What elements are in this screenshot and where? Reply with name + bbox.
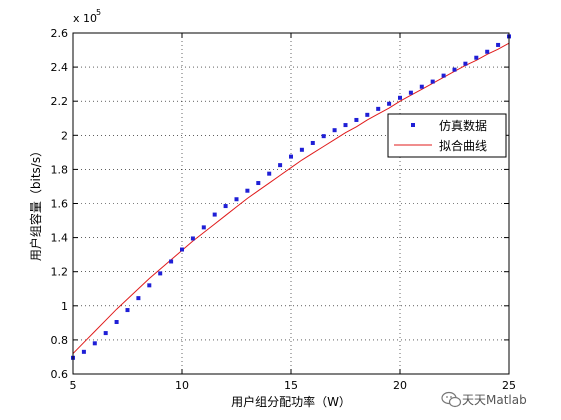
data-point-simulation [365,112,370,117]
x-tick-label: 5 [70,379,77,392]
y-tick-label: 2.6 [51,27,69,40]
y-tick-label: 1.2 [51,266,69,279]
legend-marker-point [411,123,415,127]
data-point-simulation [278,163,283,168]
plot-area [73,33,509,374]
y-tick-label: 2.2 [51,95,69,108]
y-tick-label: 1.6 [51,198,69,211]
data-point-simulation [201,225,206,230]
data-point-simulation [180,247,184,252]
x-tick-label: 20 [393,379,407,392]
y-tick-label: 1 [61,300,68,313]
y-tick-label: 0.8 [51,334,69,347]
y-multiplier-exponent: 5 [96,8,101,17]
data-point-simulation [299,147,304,152]
data-point-simulation [158,271,163,276]
data-point-simulation [408,90,413,95]
data-point-simulation [387,101,392,106]
data-point-simulation [441,73,446,78]
y-tick-label: 0.6 [51,368,69,381]
watermark-text: 天天Matlab [462,393,527,407]
y-tick-label: 1.8 [51,163,69,176]
data-point-simulation [463,61,468,66]
legend-marker-simulation [411,123,415,127]
legend: 仿真数据 拟合曲线 [387,113,507,158]
legend-box [387,113,507,158]
y-tick-label: 2.4 [51,61,69,74]
data-point-simulation [267,171,272,176]
data-point-simulation [114,320,119,324]
data-point-simulation [125,308,130,313]
data-point-simulation [452,67,457,72]
y-tick-label: 2 [61,129,68,142]
legend-label-simulation: 仿真数据 [439,118,487,133]
legend-label-fit: 拟合曲线 [439,138,487,153]
data-point-simulation [332,128,337,133]
y-axis-label: 用户组容量（bits/s） [28,145,43,261]
data-point-simulation [92,341,97,346]
data-point-simulation [321,134,326,139]
data-point-simulation [343,123,348,128]
data-point-simulation [136,296,141,301]
series-layer [71,34,511,360]
data-point-simulation [376,106,381,111]
data-point-simulation [147,283,152,288]
data-point-simulation [474,55,479,60]
x-tick-label: 15 [284,379,298,392]
data-point-simulation [398,95,402,100]
data-point-simulation [223,204,228,209]
series-fit-line [72,42,510,354]
data-point-simulation [289,154,293,159]
data-point-simulation [496,42,501,47]
y-tick-label: 1.4 [51,232,69,245]
ticks: 5 10 15 20 25 0.6 0.8 1 1.2 1.4 1.6 1.8 2 2.2 2.4 2.6 [51,27,517,392]
data-point-simulation [354,117,359,122]
watermark: 天天Matlab [441,391,527,408]
data-point-simulation [485,49,490,54]
data-point-simulation [256,181,261,186]
wechat-icon [441,391,462,408]
x-axis-label: 用户组分配功率（W） [231,394,351,409]
x-tick-label: 10 [175,379,189,392]
data-point-simulation [190,236,195,241]
data-point-simulation [212,212,217,217]
data-point-simulation [245,188,250,193]
data-point-simulation [419,84,424,89]
data-point-simulation [103,331,108,336]
data-point-simulation [310,140,315,145]
grid [73,33,509,374]
data-point-simulation [430,79,435,84]
data-point-simulation [81,349,86,354]
x-tick-label: 25 [502,379,516,392]
data-point-simulation [234,197,239,202]
data-point-simulation [169,259,174,264]
y-multiplier-label: x 10 [73,12,97,25]
